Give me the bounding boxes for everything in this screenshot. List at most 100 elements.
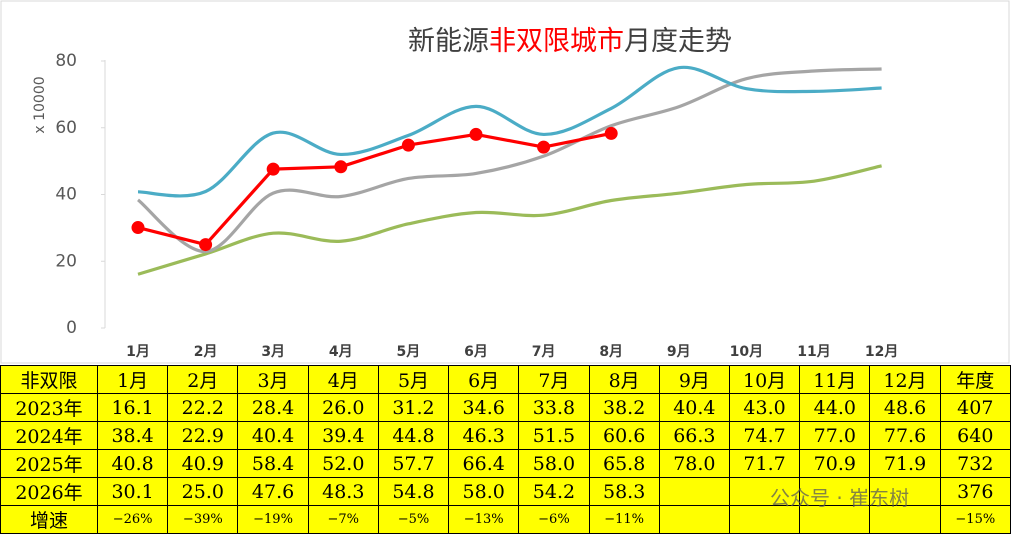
table-cell: 非双限	[0, 365, 98, 394]
table-cell: 5月	[377, 365, 450, 394]
table-cell: 2023年	[0, 393, 98, 422]
table-cell	[658, 477, 730, 506]
x-tick-label: 8月	[599, 344, 623, 360]
table-cell: −5%	[377, 505, 450, 534]
title-part: 非双限城市	[489, 26, 624, 57]
title-part: 新能源	[408, 26, 489, 57]
x-tick-label: 4月	[329, 344, 353, 360]
table-cell: −13%	[448, 505, 520, 534]
table-cell: 2025年	[0, 449, 98, 478]
point-marker	[537, 140, 551, 154]
table-cell	[869, 505, 941, 534]
table-cell: 3月	[237, 365, 309, 394]
y-axis-label: x 10000	[32, 76, 48, 133]
table-cell: 26.0	[307, 393, 379, 422]
table-cell: −26%	[96, 505, 169, 534]
table-row: 2023年 16.1 22.2 28.4 26.0 31.2 34.6 33.8 38.2 40.…	[0, 393, 1011, 422]
table-cell: −7%	[307, 505, 379, 534]
x-tick-label: 3月	[261, 344, 285, 360]
table-row: 2025年 40.8 40.9 58.4 52.0 57.7 66.4 58.0 65.8 78.…	[0, 449, 1011, 478]
table-cell: 48.3	[307, 477, 379, 506]
point-marker	[199, 238, 213, 252]
table-cell: 58.0	[448, 477, 520, 506]
y-tick-label: 40	[55, 185, 77, 205]
table-cell: 31.2	[377, 393, 450, 422]
y-tick-label: 80	[55, 51, 77, 71]
table-cell: 16.1	[96, 393, 169, 422]
table-cell: 48.6	[869, 393, 941, 422]
table-cell: 46.3	[448, 421, 520, 450]
table-cell: 年度	[939, 365, 1011, 394]
table-cell: −11%	[588, 505, 660, 534]
series-line	[137, 164, 882, 276]
table-row: 非双限 1月 2月 3月 4月 5月 6月 7月 8月 9月 10月 11月 12月 年度	[0, 365, 1011, 394]
table-cell: 78.0	[658, 449, 730, 478]
table-cell: 44.0	[799, 393, 871, 422]
table-row: 2024年 38.4 22.9 40.4 39.4 44.8 46.3 51.5 60.6 66.…	[0, 421, 1011, 450]
table-cell: 54.8	[377, 477, 450, 506]
table-cell: 640	[939, 421, 1011, 450]
series-line	[137, 131, 612, 247]
table-cell: 54.2	[518, 477, 590, 506]
table-cell: 28.4	[237, 393, 309, 422]
table-cell: 22.2	[167, 393, 239, 422]
table-cell	[799, 505, 871, 534]
point-marker	[604, 126, 618, 140]
table-cell: 38.2	[588, 393, 660, 422]
watermark: 公众号 · 崔东树	[770, 486, 910, 510]
table-cell: 增速	[0, 505, 98, 534]
table-cell: 71.9	[869, 449, 941, 478]
series-line	[136, 67, 882, 254]
x-tick-label: 6月	[464, 344, 488, 360]
data-table: 非双限 1月 2月 3月 4月 5月 6月 7月 8月 9月 10月 11月 12月 年度 2023年 16.…	[0, 365, 1011, 534]
x-tick-label: 2月	[194, 344, 218, 360]
x-tick-label: 12月	[865, 344, 898, 360]
table-cell: 52.0	[307, 449, 379, 478]
table-cell: 58.0	[518, 449, 590, 478]
table-cell: −6%	[518, 505, 590, 534]
point-marker	[334, 160, 348, 174]
table-cell: 40.9	[167, 449, 239, 478]
table-cell: 376	[939, 477, 1011, 506]
x-tick-label: 7月	[532, 344, 556, 360]
x-tick-label: 9月	[667, 344, 691, 360]
point-marker	[401, 138, 415, 152]
table-cell: 732	[939, 449, 1011, 478]
y-tick-label: 0	[66, 318, 77, 338]
point-marker	[131, 221, 145, 235]
chart: 新能源非双限城市月度走势 x 10000 0 20 40 60 80 1月 2月 3月 4月 5月…	[0, 0, 1010, 364]
table-cell: 1月	[96, 365, 169, 394]
table-cell: 39.4	[307, 421, 379, 450]
table-cell: −15%	[939, 505, 1011, 534]
table-cell: 77.6	[869, 421, 941, 450]
chart-frame	[0, 0, 1010, 364]
table-cell: 22.9	[167, 421, 239, 450]
table-cell: 7月	[518, 365, 590, 394]
table-cell: 12月	[869, 365, 941, 394]
table-cell: 40.4	[658, 393, 730, 422]
table-cell: 11月	[799, 365, 871, 394]
chart-title: 新能源非双限城市月度走势	[408, 26, 732, 57]
point-marker	[266, 162, 280, 176]
table-cell: 66.4	[448, 449, 520, 478]
table-cell	[728, 505, 801, 534]
table-cell: 70.9	[799, 449, 871, 478]
table-cell: 40.8	[96, 449, 169, 478]
table-cell: 33.8	[518, 393, 590, 422]
table-cell: 58.3	[588, 477, 660, 506]
point-marker	[469, 127, 483, 141]
table-cell: 40.4	[237, 421, 309, 450]
table-cell: 10月	[728, 365, 801, 394]
table-cell: 43.0	[728, 393, 801, 422]
y-tick-label: 60	[55, 118, 77, 138]
table-cell: 47.6	[237, 477, 309, 506]
table-cell: −19%	[237, 505, 309, 534]
table-cell: 9月	[658, 365, 730, 394]
x-tick-label: 11月	[797, 344, 830, 360]
table-cell: −39%	[167, 505, 239, 534]
table-cell: 65.8	[588, 449, 660, 478]
x-tick-label: 10月	[730, 344, 763, 360]
table-cell: 34.6	[448, 393, 520, 422]
table-cell: 38.4	[96, 421, 169, 450]
table-row: 增速 −26% −39% −19% −7% −5% −13% −6% −11% −15%	[0, 505, 1011, 534]
